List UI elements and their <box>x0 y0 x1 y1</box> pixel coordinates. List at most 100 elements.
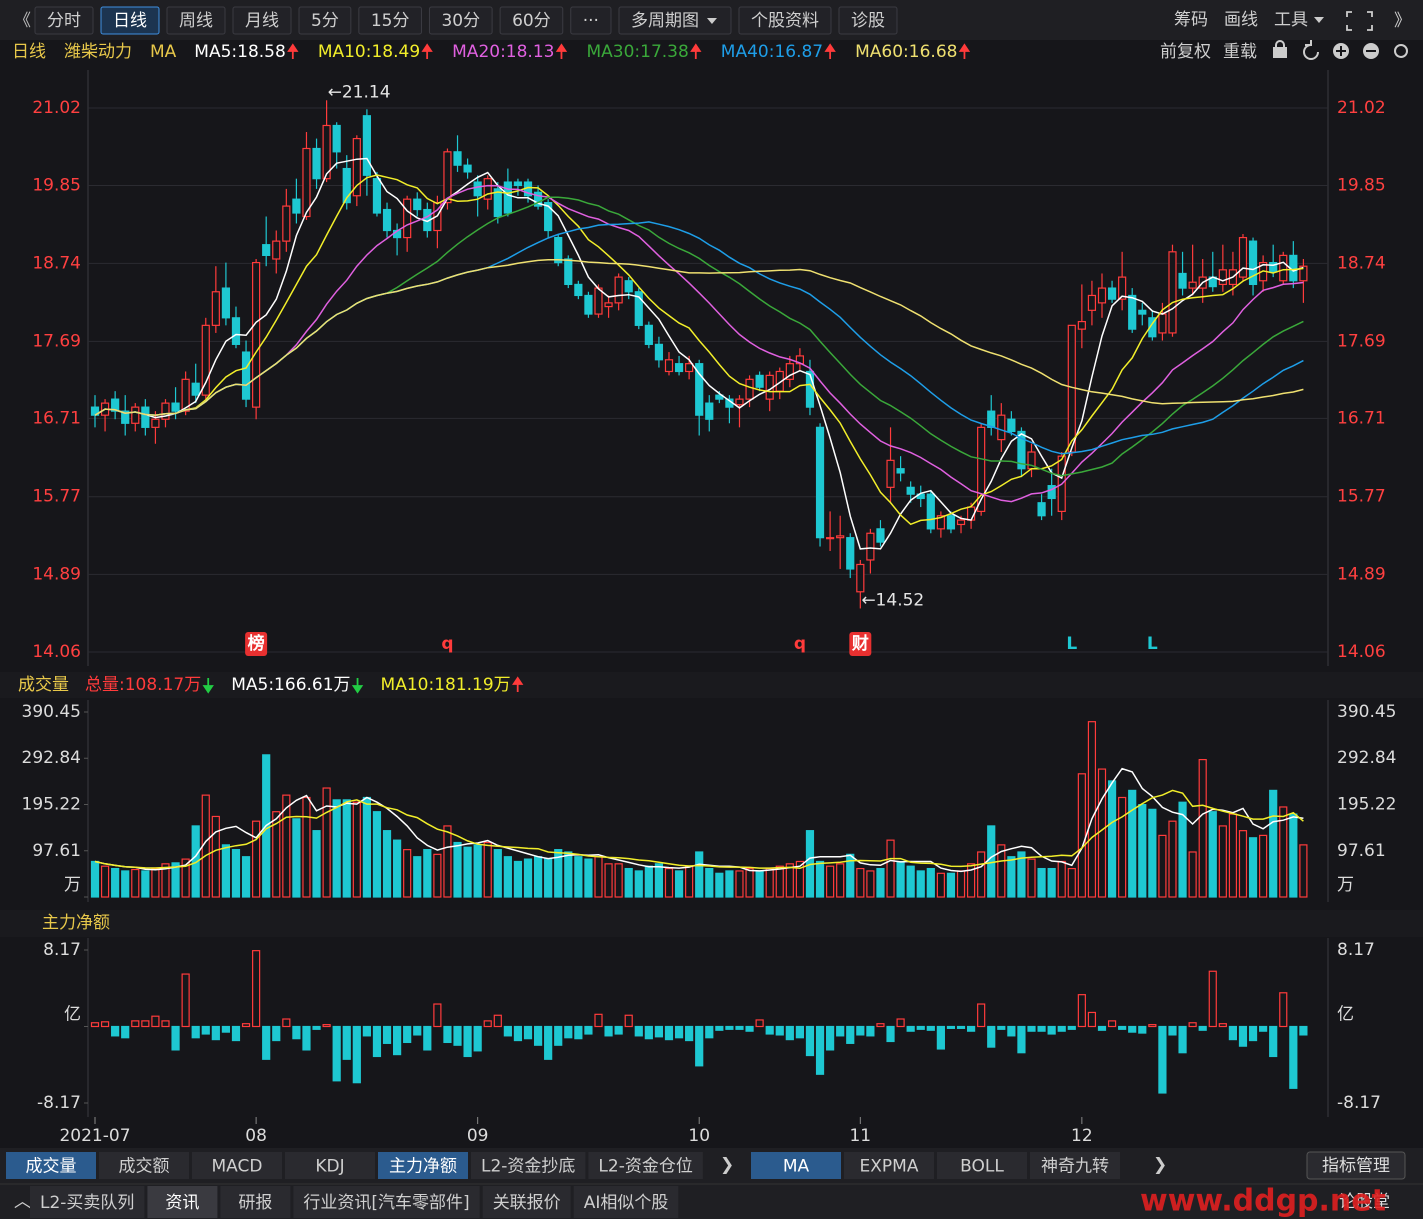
toolbar-button[interactable] <box>232 6 292 35</box>
toolbar-button[interactable] <box>298 6 352 35</box>
tab[interactable] <box>6 1152 96 1179</box>
candle-body <box>715 394 724 400</box>
tab[interactable] <box>30 1186 145 1218</box>
bar <box>201 1025 210 1035</box>
toolbar-button[interactable] <box>34 6 94 35</box>
bar <box>121 870 130 898</box>
tab[interactable] <box>482 1186 571 1218</box>
tab[interactable] <box>285 1152 375 1179</box>
bar <box>493 849 502 898</box>
nav-back[interactable]: 《 <box>14 11 31 31</box>
candle-body <box>1138 309 1147 315</box>
toolbar-button[interactable] <box>358 6 422 35</box>
toolbar-tool[interactable]: 画线 <box>1224 10 1258 30</box>
bar <box>685 865 694 898</box>
candle-body <box>1279 254 1288 282</box>
legend-option[interactable]: 前复权 <box>1160 42 1211 62</box>
candle-body <box>151 418 160 428</box>
legend-item: MA5:18.58 <box>194 42 286 62</box>
manage-button[interactable] <box>1306 1151 1406 1180</box>
tab[interactable] <box>573 1186 679 1218</box>
ma-line <box>94 767 1304 873</box>
toolbar-button-label: 60分 <box>512 11 551 31</box>
event-label[interactable]: L <box>1066 634 1077 654</box>
bar <box>544 858 553 898</box>
bar <box>322 1024 331 1028</box>
tab[interactable] <box>588 1152 703 1179</box>
event-label[interactable]: q <box>441 634 453 654</box>
x-tick-label: 09 <box>467 1126 489 1146</box>
toolbar-button[interactable] <box>570 6 612 35</box>
y-tick-label: 19.85 <box>32 175 81 195</box>
y-tick-label: 万 <box>64 875 81 895</box>
event-label[interactable]: q <box>794 634 806 654</box>
bar <box>977 851 986 898</box>
candle-body <box>926 493 935 530</box>
toolbar-button[interactable] <box>738 6 832 35</box>
y-tick-label: 8.17 <box>1337 940 1375 960</box>
bar <box>1097 1025 1107 1031</box>
expand-icon[interactable]: ︿ <box>14 1192 31 1212</box>
fullscreen-icon[interactable] <box>1346 11 1373 31</box>
toolbar-tool[interactable]: 工具 <box>1274 10 1308 30</box>
tab[interactable] <box>471 1152 586 1179</box>
bar <box>836 1025 845 1037</box>
tab[interactable] <box>378 1152 468 1179</box>
event-label[interactable]: 财 <box>851 633 869 654</box>
nav-forward[interactable]: 》 <box>1394 11 1411 31</box>
event-label[interactable]: L <box>1147 634 1158 654</box>
candle-body <box>685 363 694 373</box>
toolbar-button[interactable] <box>618 6 732 35</box>
tab[interactable] <box>937 1152 1027 1179</box>
tab-label: 资讯 <box>165 1193 199 1213</box>
bar <box>433 853 442 898</box>
bar <box>856 1025 865 1036</box>
more-tabs[interactable]: ❯ <box>1153 1155 1167 1175</box>
tab[interactable] <box>192 1152 282 1179</box>
bar <box>735 1025 744 1030</box>
candle-body <box>201 324 210 396</box>
candle-body <box>886 459 895 488</box>
toolbar-tool[interactable]: 筹码 <box>1174 10 1208 30</box>
toolbar-button-label: 周线 <box>179 11 213 31</box>
y-tick-label: 亿 <box>1337 1005 1354 1025</box>
tab[interactable] <box>147 1186 218 1218</box>
toolbar-button[interactable] <box>100 6 160 35</box>
legend-option[interactable]: 重载 <box>1223 42 1257 62</box>
candle-body <box>1087 294 1097 311</box>
candle-body <box>513 181 523 187</box>
y-tick-label: 195.22 <box>22 795 81 815</box>
candle-body <box>695 363 704 416</box>
y-tick-label: 97.61 <box>1337 841 1386 861</box>
bar <box>1067 867 1076 898</box>
reset-icon[interactable] <box>1303 40 1319 60</box>
bar <box>896 1018 905 1028</box>
more-tabs[interactable]: ❯ <box>720 1155 734 1175</box>
bottom-right-label[interactable]: 论股堂 <box>1339 1192 1390 1212</box>
lock-icon[interactable] <box>1273 47 1287 58</box>
candle-body <box>302 147 311 218</box>
toolbar-button[interactable] <box>499 6 564 35</box>
candle-body <box>946 515 956 530</box>
trend-arrow <box>824 43 836 59</box>
toolbar-button[interactable] <box>166 6 226 35</box>
candle-body <box>211 291 220 326</box>
bar <box>453 841 462 898</box>
bar <box>1218 825 1227 898</box>
candle-body <box>906 486 915 495</box>
toolbar-button[interactable] <box>838 6 898 35</box>
tab[interactable] <box>293 1186 480 1218</box>
tab[interactable] <box>1030 1152 1120 1179</box>
tab[interactable] <box>99 1152 189 1179</box>
trend-arrow <box>421 43 433 59</box>
toolbar-button-label: 个股资料 <box>751 11 819 31</box>
tab[interactable] <box>220 1186 291 1218</box>
tab[interactable] <box>844 1152 934 1179</box>
tab[interactable] <box>751 1152 841 1179</box>
event-label[interactable]: 榜 <box>248 633 265 654</box>
bar <box>272 811 281 898</box>
settings-icon[interactable] <box>1394 44 1408 58</box>
y-tick-label: 17.69 <box>32 331 81 351</box>
toolbar-button[interactable] <box>428 6 493 35</box>
